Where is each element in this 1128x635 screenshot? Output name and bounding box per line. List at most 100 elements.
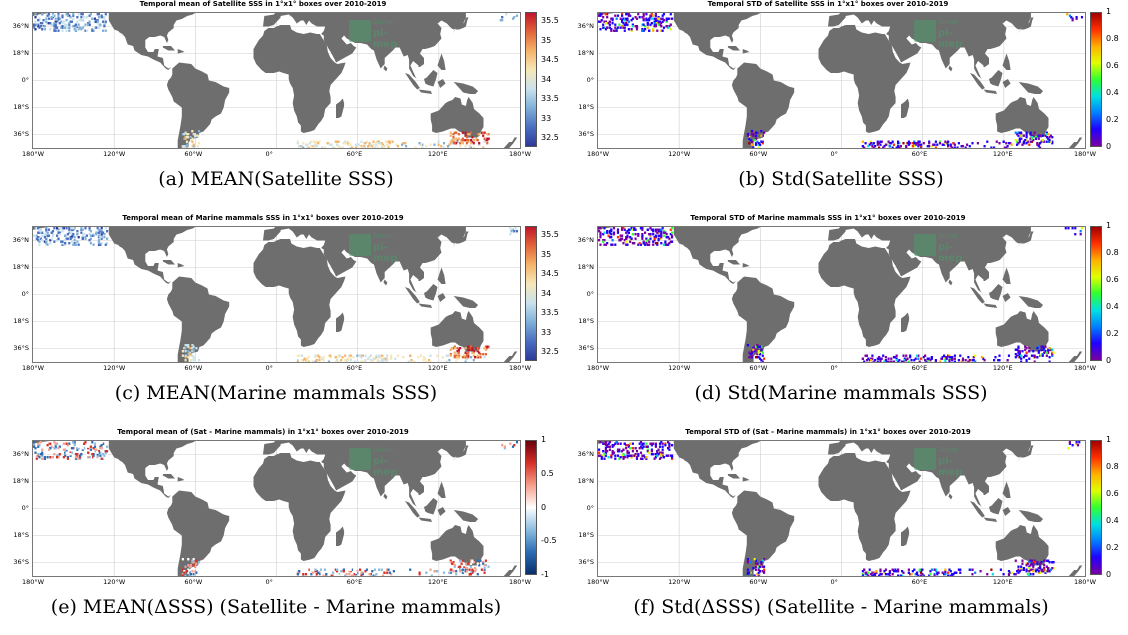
data-cell — [763, 571, 766, 574]
data-cell — [436, 570, 439, 573]
data-cell — [639, 451, 643, 454]
data-cell — [376, 146, 379, 148]
data-cell — [971, 142, 974, 145]
data-cell — [66, 26, 69, 29]
data-cell — [314, 360, 317, 362]
data-cell — [1005, 146, 1008, 148]
data-cell — [334, 356, 337, 359]
data-cell — [1071, 444, 1074, 447]
data-cell — [43, 457, 46, 460]
data-cell — [944, 573, 947, 576]
data-cell — [429, 360, 432, 362]
data-cell — [622, 457, 625, 460]
data-cell — [1020, 137, 1023, 140]
data-cell — [746, 559, 749, 562]
data-cell — [505, 13, 508, 16]
data-cell — [1047, 350, 1050, 353]
data-cell — [471, 140, 474, 143]
data-cell — [326, 142, 329, 145]
data-cell — [1037, 345, 1040, 348]
data-cell — [65, 19, 68, 22]
data-cell — [106, 445, 109, 448]
data-cell — [1030, 134, 1034, 137]
data-cell — [748, 351, 751, 354]
data-cell — [759, 345, 762, 348]
data-cell — [907, 143, 910, 146]
data-cell — [602, 233, 605, 236]
data-cell — [671, 17, 674, 20]
data-cell — [46, 444, 49, 447]
data-cell — [629, 236, 632, 239]
land-mass — [1018, 510, 1044, 522]
data-cell — [487, 345, 490, 348]
data-cell — [752, 131, 755, 134]
data-cell — [91, 28, 94, 31]
data-cell — [91, 17, 94, 20]
data-cell — [657, 230, 660, 233]
data-cell — [757, 143, 760, 146]
data-cell — [184, 350, 187, 353]
data-cell — [452, 139, 455, 142]
data-cell — [183, 571, 186, 574]
data-cell — [871, 145, 874, 148]
data-cell — [1048, 136, 1051, 139]
data-cell — [465, 353, 469, 356]
land-mass — [452, 445, 469, 462]
data-cell — [89, 230, 92, 233]
data-cell — [604, 451, 607, 454]
data-cell — [875, 570, 878, 573]
data-cell — [641, 236, 644, 239]
data-cell — [419, 354, 423, 357]
data-cell — [70, 453, 74, 456]
data-cell — [625, 447, 628, 450]
data-cell — [43, 25, 46, 28]
data-cell — [600, 456, 603, 459]
data-cell — [73, 239, 76, 242]
data-cell — [660, 228, 663, 231]
data-cell — [753, 574, 756, 576]
data-cell — [861, 140, 864, 143]
data-cell — [459, 565, 462, 568]
data-cell — [58, 445, 61, 448]
data-cell — [909, 573, 912, 576]
plot-title: Temporal STD of Satellite SSS in 1°x1° b… — [707, 0, 949, 8]
data-cell — [76, 454, 79, 457]
data-cell — [661, 17, 664, 20]
data-cell — [83, 25, 86, 28]
y-tick-label: 18°N — [577, 48, 594, 57]
data-cell — [329, 354, 332, 357]
data-cell — [384, 360, 387, 362]
data-cell — [56, 456, 59, 459]
data-cell — [863, 146, 866, 148]
colorbar-tick-label: 34 — [541, 288, 552, 298]
data-cell — [662, 456, 666, 459]
data-cell — [465, 356, 469, 359]
data-cell — [668, 242, 671, 245]
data-cell — [89, 448, 92, 451]
data-cell — [951, 356, 954, 359]
data-cell — [471, 348, 474, 351]
data-cell — [650, 448, 653, 451]
data-cell — [1032, 562, 1035, 565]
data-cell — [47, 228, 51, 231]
data-cell — [665, 243, 668, 246]
data-cell — [183, 347, 186, 350]
data-cell — [1074, 233, 1077, 236]
data-cell — [614, 442, 617, 445]
data-cell — [1028, 567, 1031, 570]
data-cell — [42, 19, 45, 22]
data-cell — [69, 236, 72, 239]
data-cell — [84, 29, 87, 32]
data-cell — [92, 234, 95, 237]
data-cell — [867, 145, 870, 148]
data-cell — [375, 573, 378, 576]
data-cell — [1020, 133, 1023, 136]
data-cell — [1018, 140, 1021, 143]
land-mass — [263, 13, 466, 79]
data-cell — [660, 236, 663, 239]
data-cell — [1029, 559, 1032, 562]
data-cell — [1043, 564, 1046, 567]
data-cell — [386, 571, 389, 574]
data-cell — [194, 136, 197, 139]
map-svg — [598, 441, 1085, 576]
